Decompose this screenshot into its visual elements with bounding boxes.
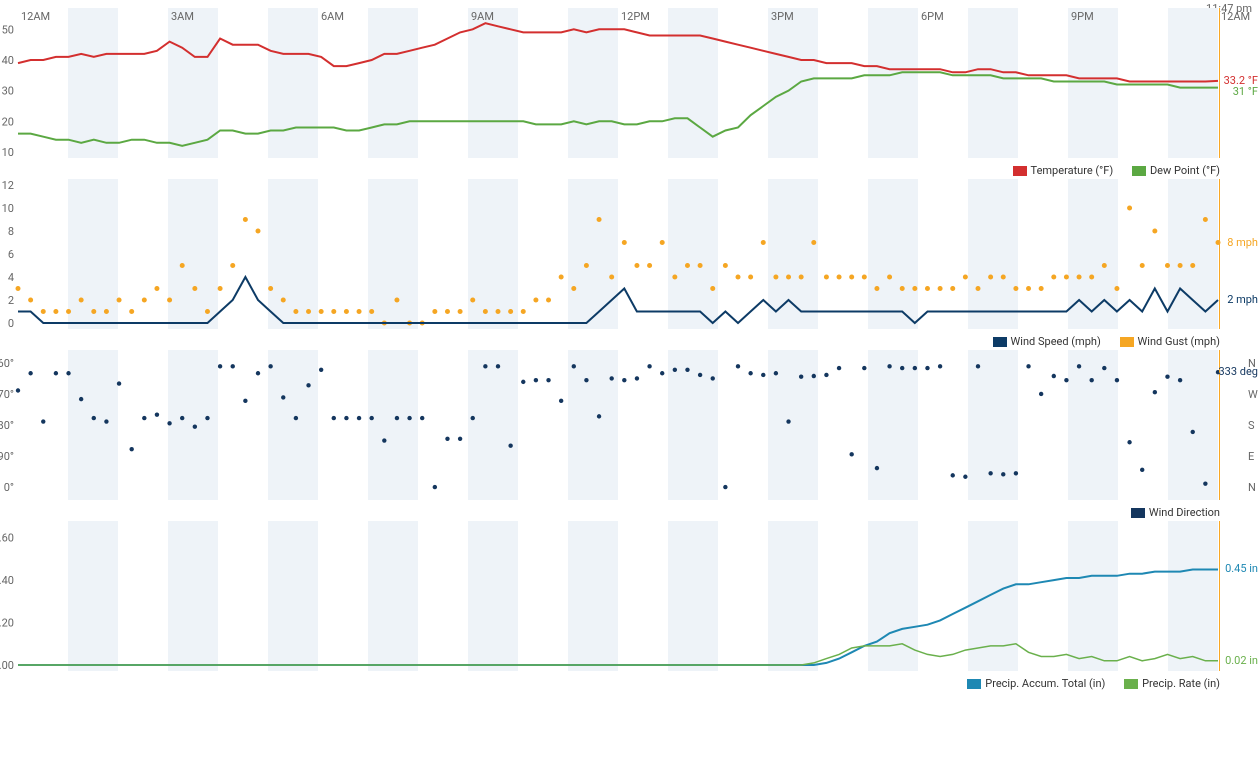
svg-text:180°: 180°	[0, 419, 14, 432]
svg-text:S: S	[1248, 419, 1255, 432]
svg-text:W: W	[1248, 388, 1258, 401]
wind-speed-gust-chart: 024681012 2 mph 8 mph	[18, 179, 1220, 329]
svg-text:2: 2	[8, 294, 14, 307]
svg-text:360°: 360°	[0, 357, 14, 370]
legend-speed: Wind Speed (mph)	[993, 335, 1101, 348]
svg-text:3PM: 3PM	[771, 10, 794, 23]
legend-dew: Dew Point (°F)	[1132, 164, 1220, 177]
legend-temp: Temperature (°F)	[1013, 164, 1114, 177]
svg-text:0.60: 0.60	[0, 532, 14, 545]
svg-text:0.20: 0.20	[0, 617, 14, 630]
current-time-line	[1219, 521, 1220, 671]
svg-text:10: 10	[2, 202, 14, 215]
svg-text:50: 50	[2, 23, 14, 36]
svg-text:0.00: 0.00	[0, 659, 14, 672]
chart4-legend: Precip. Accum. Total (in) Precip. Rate (…	[18, 675, 1220, 692]
accum-current-label: 0.45 in	[1225, 562, 1258, 575]
svg-text:90°: 90°	[0, 450, 14, 463]
svg-text:0: 0	[8, 317, 14, 330]
svg-text:12PM: 12PM	[621, 10, 650, 23]
svg-text:30: 30	[2, 85, 14, 98]
svg-text:0°: 0°	[4, 481, 14, 494]
current-time-line	[1219, 8, 1220, 158]
precip-chart: 0.000.200.400.60 0.45 in 0.02 in	[18, 521, 1220, 671]
temp-chart-svg: 12AM3AM6AM9AM12PM3PM6PM9PM12AM1020304050	[18, 8, 1218, 158]
rate-current-label: 0.02 in	[1225, 654, 1258, 667]
svg-text:3AM: 3AM	[171, 10, 194, 23]
svg-text:9AM: 9AM	[471, 10, 494, 23]
svg-text:12: 12	[2, 179, 14, 192]
weather-charts-container: 11:47 pm 12AM3AM6AM9AM12PM3PM6PM9PM12AM1…	[0, 0, 1260, 696]
svg-text:6: 6	[8, 248, 14, 261]
svg-text:40: 40	[2, 54, 14, 67]
wind-direction-chart: 0°90°180°270°360°NESWN 333 deg	[18, 350, 1220, 500]
svg-text:6PM: 6PM	[921, 10, 944, 23]
direction-current-label: 333 deg	[1219, 365, 1259, 378]
legend-direction: Wind Direction	[1131, 506, 1220, 519]
precip-chart-svg: 0.000.200.400.60	[18, 521, 1218, 671]
svg-text:0.40: 0.40	[0, 574, 14, 587]
svg-text:4: 4	[8, 271, 14, 284]
speed-current-label: 2 mph	[1227, 293, 1258, 306]
gust-current-label: 8 mph	[1227, 236, 1258, 249]
legend-rate: Precip. Rate (in)	[1124, 677, 1220, 690]
legend-gust: Wind Gust (mph)	[1120, 335, 1220, 348]
svg-text:9PM: 9PM	[1071, 10, 1094, 23]
svg-text:N: N	[1248, 481, 1256, 494]
svg-text:270°: 270°	[0, 388, 14, 401]
chart1-legend: Temperature (°F) Dew Point (°F)	[18, 162, 1220, 179]
svg-text:6AM: 6AM	[321, 10, 344, 23]
legend-accum: Precip. Accum. Total (in)	[967, 677, 1105, 690]
svg-text:20: 20	[2, 115, 14, 128]
current-time-line	[1219, 179, 1220, 329]
temp-dewpoint-chart: 12AM3AM6AM9AM12PM3PM6PM9PM12AM1020304050…	[18, 8, 1220, 158]
svg-text:12AM: 12AM	[1221, 10, 1250, 23]
wind-chart-svg: 024681012	[18, 179, 1218, 329]
chart3-legend: Wind Direction	[18, 504, 1220, 521]
svg-text:10: 10	[2, 146, 14, 159]
svg-text:8: 8	[8, 225, 14, 238]
svg-text:E: E	[1248, 450, 1254, 463]
svg-text:12AM: 12AM	[21, 10, 50, 23]
direction-chart-svg: 0°90°180°270°360°NESWN	[18, 350, 1218, 500]
dew-current-label: 31 °F	[1233, 85, 1258, 98]
chart2-legend: Wind Speed (mph) Wind Gust (mph)	[18, 333, 1220, 350]
